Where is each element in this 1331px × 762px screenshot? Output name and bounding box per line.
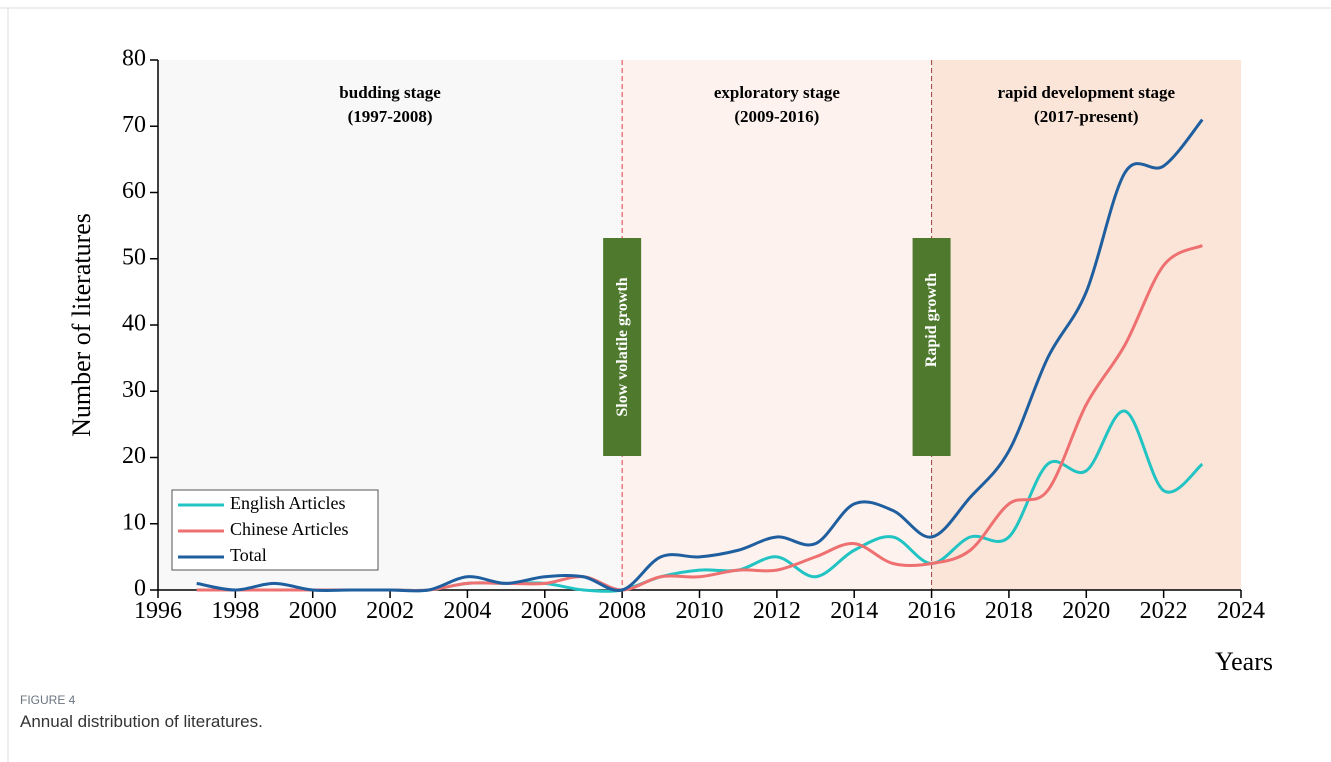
y-tick-label: 10: [122, 509, 146, 535]
x-tick-label: 2006: [521, 598, 569, 624]
stage-region: [931, 60, 1241, 590]
stage-region: [622, 60, 932, 590]
growth-label: Rapid growth: [923, 273, 940, 367]
stage-label: budding stage: [339, 83, 441, 102]
stage-label: exploratory stage: [714, 83, 841, 102]
x-tick-label: 2016: [908, 598, 956, 624]
y-tick-label: 0: [134, 576, 146, 602]
x-tick-label: 1998: [211, 598, 259, 624]
y-tick-label: 60: [122, 178, 146, 204]
series-line: [196, 118, 1204, 593]
caption: Annual distribution of literatures.: [20, 712, 263, 731]
x-tick-label: 2008: [598, 598, 646, 624]
growth-box: [603, 238, 642, 456]
y-tick-label: 40: [122, 311, 146, 337]
caption-label: FIGURE 4: [20, 693, 76, 707]
x-tick-label: 2022: [1140, 598, 1188, 624]
x-tick-label: 2018: [985, 598, 1033, 624]
y-tick-label: 80: [122, 46, 146, 72]
growth-label: Slow volatile growth: [614, 277, 631, 416]
y-tick-label: 70: [122, 112, 146, 138]
x-tick-label: 2012: [753, 598, 801, 624]
x-tick-label: 2024: [1217, 598, 1265, 624]
legend-label: Chinese Articles: [230, 519, 348, 539]
stage-label: rapid development stage: [998, 83, 1176, 102]
stage-period: (2017-present): [1034, 107, 1139, 126]
y-tick-label: 30: [122, 377, 146, 403]
x-tick-label: 2000: [289, 598, 337, 624]
stage-period: (1997-2008): [348, 107, 433, 126]
x-tick-label: 2004: [443, 598, 491, 624]
plot: budding stage (1997-2008) exploratory stag…: [67, 46, 1273, 677]
x-tick-label: 1996: [134, 598, 182, 624]
legend-label: English Articles: [230, 493, 346, 513]
stage-period: (2009-2016): [734, 107, 819, 126]
growth-box: [912, 238, 951, 456]
x-tick-label: 2020: [1062, 598, 1110, 624]
x-axis-label: Years: [1215, 647, 1273, 676]
y-tick-label: 50: [122, 244, 146, 270]
x-tick-label: 2014: [830, 598, 878, 624]
y-axis-label: Number of literatures: [67, 213, 96, 437]
legend-label: Total: [230, 545, 267, 565]
y-tick-label: 20: [122, 443, 146, 469]
x-tick-label: 2002: [366, 598, 414, 624]
x-tick-label: 2010: [676, 598, 724, 624]
